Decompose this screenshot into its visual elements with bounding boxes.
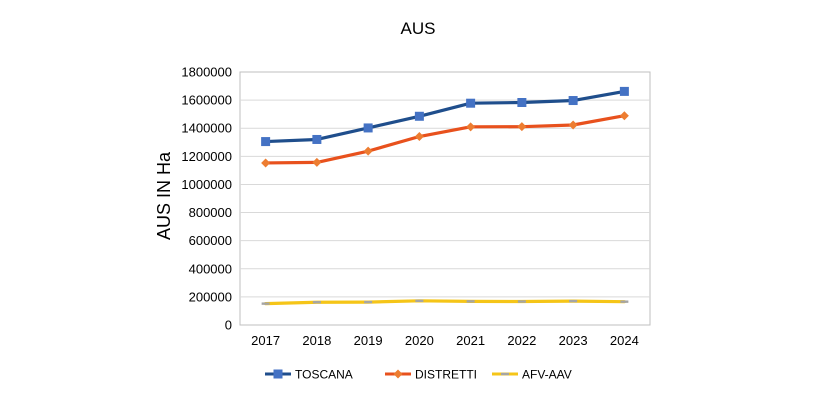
data-point: [261, 302, 270, 305]
legend-marker: [393, 369, 403, 379]
x-axis-ticks: 2017 2018 2019 2020 2021 2022 2023 2024: [251, 333, 639, 348]
y-tick-label: 400000: [189, 261, 232, 276]
data-point: [414, 132, 424, 142]
series-toscana: [261, 86, 629, 147]
data-point: [619, 111, 629, 121]
x-tick-label: 2018: [302, 333, 331, 348]
series-afv-aav: [261, 299, 629, 306]
x-tick-label: 2017: [251, 333, 280, 348]
data-point: [517, 300, 526, 303]
data-point: [620, 300, 629, 303]
data-point: [466, 98, 476, 108]
y-tick-label: 0: [225, 318, 232, 333]
x-tick-label: 2020: [405, 333, 434, 348]
data-point: [363, 146, 373, 156]
y-tick-label: 1600000: [181, 93, 232, 108]
grid-lines: [240, 99, 650, 298]
series-line: [264, 114, 626, 165]
y-axis-label: AUS IN Ha: [154, 151, 174, 240]
y-tick-label: 1000000: [181, 177, 232, 192]
data-point: [312, 157, 322, 167]
series-line: [264, 89, 626, 144]
y-tick-label: 800000: [189, 205, 232, 220]
series-line: [264, 299, 626, 306]
data-point: [261, 158, 271, 168]
data-point: [261, 137, 271, 147]
legend: TOSCANA DISTRETTI AFV-AAV: [265, 368, 572, 382]
series-lines: [261, 86, 629, 306]
data-point: [312, 134, 322, 144]
data-point: [619, 86, 629, 96]
chart-title: AUS: [401, 19, 436, 38]
data-point: [568, 120, 578, 130]
data-point: [414, 111, 424, 121]
legend-item: TOSCANA: [265, 368, 353, 382]
data-point: [517, 98, 527, 108]
x-tick-label: 2022: [507, 333, 536, 348]
x-tick-label: 2023: [559, 333, 588, 348]
y-tick-label: 1800000: [181, 65, 232, 80]
y-tick-label: 1400000: [181, 121, 232, 136]
series-distretti: [261, 111, 629, 168]
legend-marker: [273, 369, 283, 379]
data-point: [364, 300, 373, 304]
data-point: [466, 300, 475, 303]
legend-label: DISTRETTI: [415, 368, 477, 382]
data-point: [363, 123, 373, 133]
data-point: [568, 96, 578, 106]
legend-label: TOSCANA: [295, 368, 353, 382]
x-tick-label: 2019: [354, 333, 383, 348]
data-point: [569, 299, 578, 303]
legend-item: AFV-AAV: [492, 368, 572, 382]
x-tick-label: 2024: [610, 333, 639, 348]
y-tick-label: 200000: [189, 289, 232, 304]
x-tick-label: 2021: [456, 333, 485, 348]
data-point: [312, 301, 321, 304]
legend-label: AFV-AAV: [522, 368, 572, 382]
plot-area: [239, 71, 651, 326]
data-point: [415, 299, 424, 303]
legend-item: DISTRETTI: [385, 368, 477, 382]
y-tick-label: 600000: [189, 233, 232, 248]
data-point: [517, 122, 527, 132]
legend-marker: [501, 372, 509, 376]
y-tick-label: 1200000: [181, 149, 232, 164]
data-point: [466, 122, 476, 132]
y-axis-ticks: 0 200000 400000 600000 800000 1000000 1200000 1…: [181, 65, 232, 333]
